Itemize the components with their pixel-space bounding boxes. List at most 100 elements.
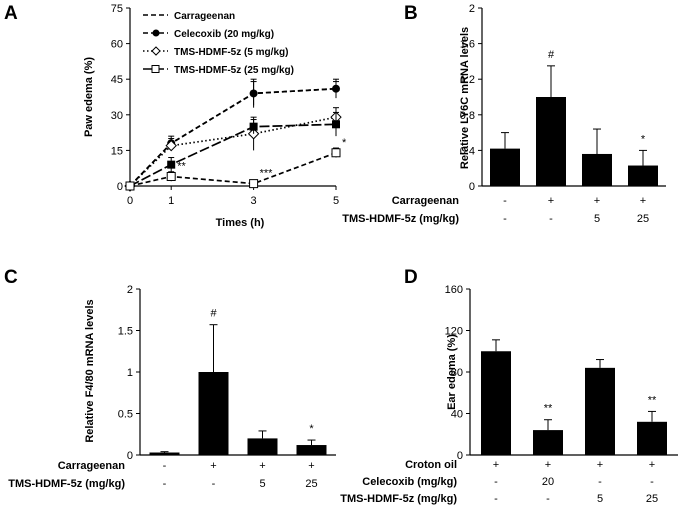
bar [628,165,658,186]
bar [247,438,278,455]
y-tick-label: 1.6 [460,39,475,51]
condition-row-label: Carrageenan [392,195,460,207]
bar [296,445,327,455]
condition-row-label: TMS-HDMF-5z (mg/kg) [8,478,125,490]
significance-label: * [342,137,347,149]
bar [533,430,563,455]
y-tick-label: 0.8 [460,110,475,122]
data-point [167,160,176,169]
bar [582,153,612,186]
condition-cell: - [163,478,167,490]
bar [149,452,180,455]
condition-cell: 5 [594,213,600,225]
y-tick-label: 60 [111,39,123,51]
condition-cell: 20 [542,476,554,488]
panel-letter-b: B [404,3,418,24]
condition-row-label: Croton oil [405,459,457,471]
condition-cell: + [548,195,554,207]
y-tick-label: 0 [469,181,475,193]
legend-marker-tms25 [151,65,160,73]
legend-label-celecoxib: Celecoxib (20 mg/kg) [174,29,274,40]
condition-cell: - [494,493,498,505]
condition-cell: + [493,459,499,471]
ly6c-bar-chart: 0 0.4 0.8 1.2 1.6 2 # * Carrageenan - + + + TMS-HDMF-… [342,3,666,225]
significance-label: * [641,133,646,145]
data-point [249,179,259,189]
panel-letter-a: A [4,3,18,24]
condition-cell: - [549,213,553,225]
line-chart-marks: ****** [124,78,347,192]
paw-edema-y-label: Paw edema (%) [83,57,95,137]
condition-cell: + [594,195,600,207]
y-tick-label: 30 [111,110,123,122]
condition-cell: - [503,213,507,225]
panel-a: A Paw edema (%) Times (h) 0 15 30 45 60 75 0 1 3… [4,3,347,229]
y-tick-label: 0 [127,450,133,462]
panel-c: C Relative F4/80 mRNA levels 0 0.5 1 1.5 2 # *… [4,267,336,490]
series-line [129,87,337,187]
y-tick-label: 0 [457,450,463,462]
bar [481,351,511,455]
y-tick-label: 2 [469,3,475,15]
bar [490,148,520,186]
condition-cell: + [210,460,216,472]
ly6c-y-label: Relative LY6C mRNA levels [459,27,471,169]
legend-label-carrageenan: Carrageenan [174,11,235,22]
significance-label: *** [260,168,274,180]
y-tick-label: 75 [111,3,123,15]
condition-row-label: TMS-HDMF-5z (mg/kg) [342,213,459,225]
condition-cell: - [503,195,507,207]
y-tick-label: 160 [445,284,463,296]
x-tick-label: 3 [251,195,257,207]
series-line [129,116,337,187]
series-line [129,152,337,187]
panel-letter-d: D [404,267,418,288]
condition-cell: 25 [637,213,649,225]
y-tick-label: 0.4 [460,145,475,157]
condition-cell: 5 [259,478,265,490]
legend-label-tms5: TMS-HDMF-5z (5 mg/kg) [174,47,288,58]
bar [198,372,229,455]
data-point [125,181,135,191]
f480-bar-chart: 0 0.5 1 1.5 2 # * Carrageenan - + + + TMS-HDMF-5z (m… [8,284,336,490]
significance-label: # [548,49,555,61]
condition-cell: 25 [646,493,658,505]
x-tick-label: 0 [127,195,133,207]
condition-cell: - [494,476,498,488]
y-tick-label: 0.5 [118,409,133,421]
data-point [247,128,260,140]
significance-label: ** [177,161,186,173]
significance-label: # [210,308,217,320]
legend-marker-tms5 [151,46,161,56]
legend-marker-celecoxib [152,29,160,37]
line-chart-legend: Carrageenan Celecoxib (20 mg/kg) TMS-HDM… [143,11,294,76]
condition-cell: + [308,460,314,472]
condition-row-label: Carrageenan [58,460,126,472]
y-tick-label: 120 [445,326,463,338]
panel-b: B Relative LY6C mRNA levels 0 0.4 0.8 1.2 1.… [342,3,666,225]
series-line [129,87,337,187]
line-chart-axes: 0 15 30 45 60 75 0 1 3 5 [111,3,339,207]
ear-edema-bar-chart: 0 40 80 120 160 ** ** Croton oil + + + + Celecoxib (… [340,284,678,505]
y-tick-label: 0 [117,181,123,193]
ear-edema-y-label: Ear edema (%) [446,334,458,410]
condition-cell: + [640,195,646,207]
bar [637,421,667,455]
data-point [331,148,341,158]
significance-label: ** [544,403,553,415]
bar [536,97,566,186]
condition-row-label: TMS-HDMF-5z (mg/kg) [340,493,457,505]
data-point [249,89,258,98]
x-tick-label: 1 [168,195,174,207]
condition-cell: - [546,493,550,505]
condition-cell: + [649,459,655,471]
significance-label: ** [648,394,657,406]
times-x-label: Times (h) [216,217,265,229]
series-line [129,123,337,187]
condition-cell: + [259,460,265,472]
condition-cell: 25 [305,478,317,490]
y-tick-label: 45 [111,74,123,86]
condition-cell: - [212,478,216,490]
legend-label-tms25: TMS-HDMF-5z (25 mg/kg) [174,65,294,76]
significance-label: * [309,423,314,435]
